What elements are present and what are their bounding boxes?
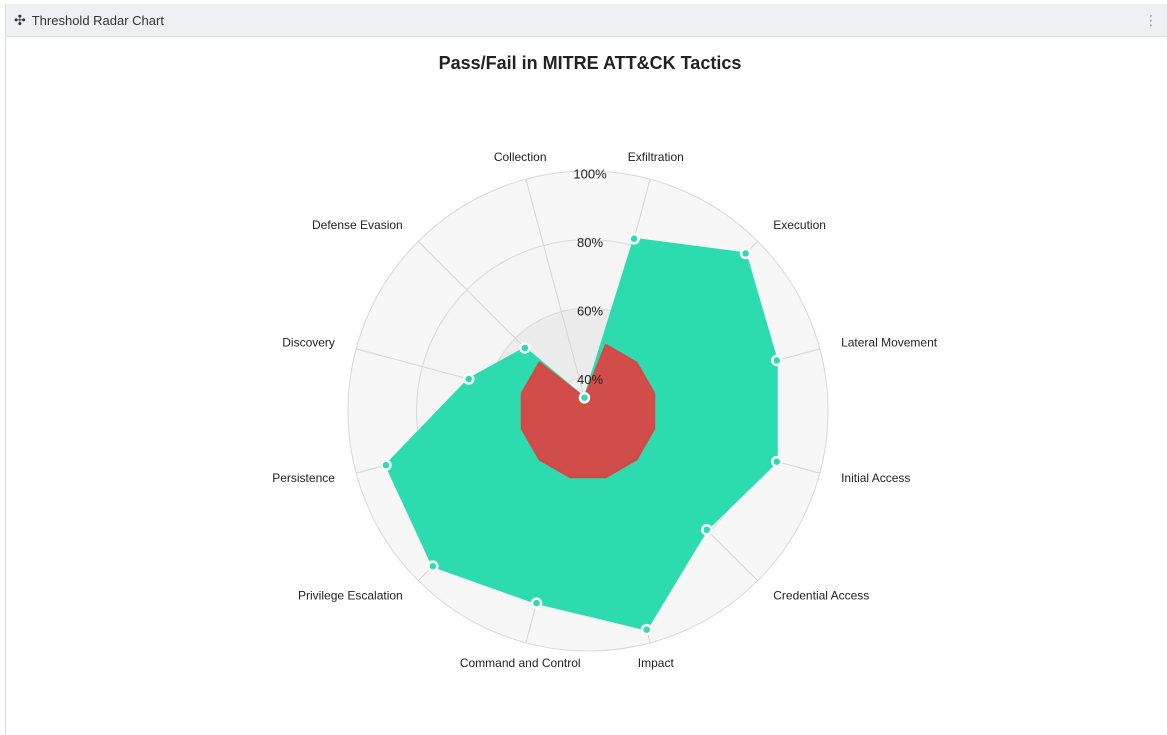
y-tick-label: 60% bbox=[577, 304, 603, 319]
data-point bbox=[530, 597, 543, 609]
data-point bbox=[578, 392, 591, 404]
menu-icon[interactable]: ⋮ bbox=[1144, 11, 1158, 28]
category-label: Defense Evasion bbox=[312, 218, 403, 232]
data-point bbox=[640, 623, 653, 636]
data-point bbox=[380, 459, 392, 471]
data-point bbox=[427, 560, 439, 572]
data-point bbox=[463, 373, 475, 385]
data-point bbox=[628, 233, 640, 245]
series-area bbox=[520, 343, 656, 479]
category-label: Credential Access bbox=[773, 588, 869, 602]
data-point bbox=[739, 247, 752, 260]
category-label: Privilege Escalation bbox=[298, 588, 403, 602]
y-tick-label: 100% bbox=[573, 166, 607, 181]
chart-title: Pass/Fail in MITRE ATT&CK Tactics bbox=[439, 53, 742, 73]
spoke bbox=[525, 179, 589, 412]
move-icon[interactable]: ✣ bbox=[14, 11, 26, 28]
data-point bbox=[701, 524, 713, 536]
y-tick-label: 40% bbox=[577, 372, 603, 387]
data-point bbox=[771, 455, 783, 468]
data-point bbox=[771, 354, 783, 367]
category-label: Discovery bbox=[282, 335, 335, 349]
category-label: Collection bbox=[494, 150, 547, 164]
category-label: Lateral Movement bbox=[841, 335, 938, 349]
category-label: Command and Control bbox=[460, 656, 581, 670]
data-point bbox=[519, 342, 531, 354]
category-label: Persistence bbox=[272, 471, 335, 485]
panel-title: Threshold Radar Chart bbox=[31, 12, 164, 28]
y-tick-label: 80% bbox=[577, 235, 603, 250]
category-label: Exfiltration bbox=[628, 150, 684, 164]
category-label: Impact bbox=[638, 656, 675, 670]
panel-header[interactable]: ✣ Threshold Radar Chart ⋮ bbox=[6, 4, 1167, 37]
category-label: Initial Access bbox=[841, 471, 910, 485]
category-label: Execution bbox=[773, 218, 826, 232]
